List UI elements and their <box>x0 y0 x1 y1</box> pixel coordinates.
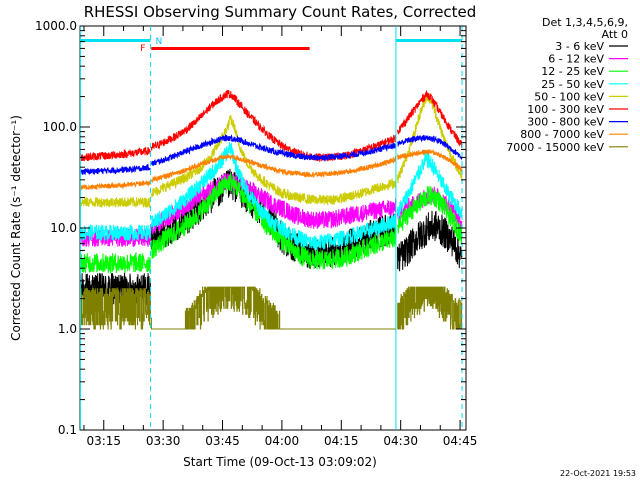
legend-label-8: 7000 - 15000 keV <box>506 141 604 154</box>
legend-label-0: 3 - 6 keV <box>555 40 604 53</box>
series-line-2 <box>79 172 463 274</box>
series-line-3 <box>80 141 463 251</box>
x-tick-label-2: 03:45 <box>205 434 240 448</box>
y-tick-label-0: 0.1 <box>58 423 77 437</box>
y-tick-label-1: 1.0 <box>58 322 77 336</box>
plot-area: FN 0.1 1.0 10.0 100.0 1000.0 03:15 03:30 03:45… <box>35 19 477 448</box>
flag-n: N <box>155 37 162 47</box>
x-tick-label-1: 03:30 <box>146 434 181 448</box>
legend-label-4: 50 - 100 keV <box>534 90 604 103</box>
legend-label-2: 12 - 25 keV <box>541 65 604 78</box>
legend-label-5: 100 - 300 keV <box>527 103 604 116</box>
y-tick-label-3: 100.0 <box>43 120 77 134</box>
x-tick-layer: 03:15 03:30 03:45 04:00 04:15 04:30 04:45 <box>83 26 478 448</box>
y-tick-label-2: 10.0 <box>50 221 77 235</box>
night-bar-0 <box>80 39 151 42</box>
series-line-7 <box>80 148 463 191</box>
legend-label-7: 800 - 7000 keV <box>520 128 604 141</box>
x-tick-label-4: 04:15 <box>324 434 359 448</box>
x-tick-label-5: 04:30 <box>383 434 418 448</box>
series-line-8 <box>80 286 463 330</box>
x-tick-label-0: 03:15 <box>86 434 121 448</box>
legend-label-1: 6 - 12 keV <box>548 53 604 66</box>
flag-f: F <box>140 44 145 54</box>
legend-label-3: 25 - 50 keV <box>541 78 604 91</box>
x-tick-label-6: 04:45 <box>443 434 478 448</box>
series-line-6 <box>79 133 463 176</box>
footer-timestamp: 22-Oct-2021 19:53 <box>560 469 636 478</box>
y-axis-label: Corrected Count Rate (s⁻¹ detector⁻¹) <box>9 115 23 341</box>
flare-bar <box>151 47 310 50</box>
legend-header-line-1: Det 1,3,4,5,6,9, <box>542 16 628 29</box>
y-tick-label-4: 1000.0 <box>35 19 77 33</box>
x-axis-label: Start Time (09-Oct-13 03:09:02) <box>183 455 377 469</box>
y-tick-layer: 0.1 1.0 10.0 100.0 1000.0 <box>35 19 466 437</box>
series-layer <box>79 89 463 330</box>
x-tick-label-3: 04:00 <box>265 434 300 448</box>
night-bar-1 <box>395 39 463 42</box>
chart-title: RHESSI Observing Summary Count Rates, Co… <box>84 3 477 21</box>
legend-header-line-2: Att 0 <box>602 28 628 41</box>
legend-label-6: 300 - 800 keV <box>527 116 604 129</box>
